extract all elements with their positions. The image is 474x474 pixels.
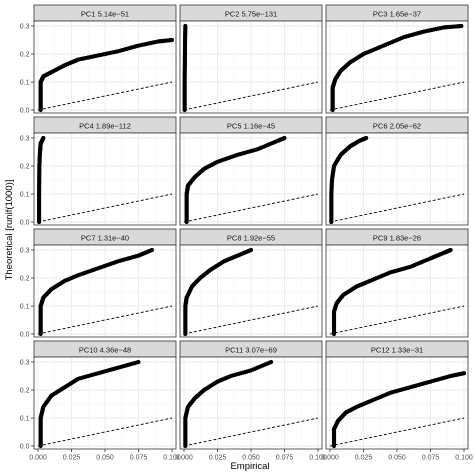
data-point	[169, 37, 175, 43]
x-tick-label: 0.050	[388, 455, 406, 462]
y-tick-label: 0.3	[20, 360, 30, 367]
x-tick-label: 0.000	[29, 455, 47, 462]
facet-panel: PC1 5.14e−51 0.0 0.1 0.2 0.3	[20, 4, 177, 115]
facet-panel: PC2 5.75e−131	[179, 4, 323, 114]
y-tick-label: 0.2	[20, 276, 30, 283]
panel-border	[179, 132, 323, 226]
facet-strip-label: PC1 5.14e−51	[81, 10, 129, 19]
reference-line	[183, 417, 319, 447]
x-tick-label: 0.075	[130, 455, 148, 462]
y-tick-label: 0.2	[20, 388, 30, 395]
x-tick-label: 0.075	[422, 455, 440, 462]
panel-border	[33, 244, 177, 338]
x-tick-label: 0.050	[242, 455, 260, 462]
panel-border	[33, 20, 177, 114]
y-tick-label: 0.0	[20, 108, 30, 115]
panel-border	[179, 244, 323, 338]
facet-strip-label: PC7 1.31e−40	[81, 234, 129, 243]
facet-strip-label: PC10 4.36e−48	[79, 346, 131, 355]
reference-line	[37, 81, 173, 111]
x-axis-title: Empirical	[230, 461, 269, 472]
y-tick-label: 0.0	[20, 220, 30, 227]
panel-border	[179, 20, 323, 114]
y-tick-label: 0.3	[20, 24, 30, 31]
facet-panel: PC8 1.92e−55	[179, 228, 323, 338]
reference-line	[329, 305, 465, 335]
facet-panel: PC6 2.05e−62	[325, 116, 469, 226]
data-point	[282, 135, 287, 141]
y-tick-label: 0.3	[20, 248, 30, 255]
x-tick-label: 0.100	[163, 455, 181, 462]
x-tick-label: 0.000	[321, 455, 339, 462]
y-axis-title: Theoretical [runif(1000)]	[4, 180, 15, 281]
panel-border	[325, 132, 469, 226]
facet-panel: PC7 1.31e−40 0.0 0.1 0.2 0.3	[20, 228, 177, 339]
panel-border	[325, 244, 469, 338]
panel-border	[33, 132, 177, 226]
facet-panel: PC12 1.33e−31 0.000 0.025 0.050 0.075 0.100	[321, 340, 473, 462]
x-tick-label: 0.025	[63, 455, 81, 462]
y-tick-label: 0.1	[20, 192, 30, 199]
y-tick-label: 0.1	[20, 80, 30, 87]
y-tick-label: 0.2	[20, 52, 30, 59]
data-point	[136, 359, 141, 365]
x-tick-label: 0.050	[96, 455, 114, 462]
reference-line	[37, 305, 173, 335]
facet-panel: PC10 4.36e−48 0.0 0.1 0.2 0.3 0.000 0.025 0.050…	[20, 340, 181, 462]
x-tick-label: 0.000	[175, 455, 193, 462]
data-point	[183, 23, 188, 29]
facet-panel: PC11 3.07e−69 0.000 0.025 0.050 0.075 0.100	[175, 340, 327, 462]
reference-line	[329, 193, 465, 223]
facet-panel: PC9 1.83e−26	[325, 228, 469, 338]
facet-panel: PC3 1.65e−37	[325, 4, 469, 114]
reference-line	[183, 305, 319, 335]
data-point	[448, 247, 453, 253]
data-point	[459, 23, 464, 29]
facet-panel: PC5 1.16e−45	[179, 116, 323, 226]
data-point	[364, 135, 369, 141]
facet-strip-label: PC8 1.92e−55	[227, 234, 275, 243]
data-point	[461, 371, 467, 376]
reference-line	[183, 193, 319, 223]
x-tick-label: 0.100	[309, 455, 327, 462]
data-point	[149, 247, 154, 253]
y-tick-label: 0.3	[20, 136, 30, 143]
data-point	[269, 359, 274, 365]
reference-line	[37, 417, 173, 447]
facet-panel: PC4 1.89e−112 0.0 0.1 0.2 0.3	[20, 116, 177, 227]
reference-line	[183, 81, 319, 111]
x-tick-label: 0.025	[355, 455, 373, 462]
x-tick-label: 0.025	[209, 455, 227, 462]
y-tick-label: 0.0	[20, 332, 30, 339]
y-tick-label: 0.2	[20, 164, 30, 171]
facet-strip-label: PC4 1.89e−112	[79, 122, 131, 131]
reference-line	[329, 81, 465, 111]
reference-line	[37, 193, 173, 223]
facet-strip-label: PC9 1.83e−26	[373, 234, 421, 243]
facet-strip-label: PC5 1.16e−45	[227, 122, 275, 131]
x-tick-label: 0.075	[276, 455, 294, 462]
facet-strip-label: PC11 3.07e−69	[225, 346, 277, 355]
facet-strip-label: PC3 1.65e−37	[373, 10, 421, 19]
facet-strip-label: PC2 5.75e−131	[225, 10, 277, 19]
data-point	[248, 247, 254, 253]
reference-line	[329, 417, 465, 447]
x-tick-label: 0.100	[455, 455, 473, 462]
facet-strip-label: PC6 2.05e−62	[373, 122, 421, 131]
panel-border	[325, 20, 469, 114]
data-point	[41, 135, 46, 141]
y-tick-label: 0.0	[20, 444, 30, 451]
facet-strip-label: PC12 1.33e−31	[371, 346, 423, 355]
y-tick-label: 0.1	[20, 304, 30, 311]
y-tick-label: 0.1	[20, 416, 30, 423]
